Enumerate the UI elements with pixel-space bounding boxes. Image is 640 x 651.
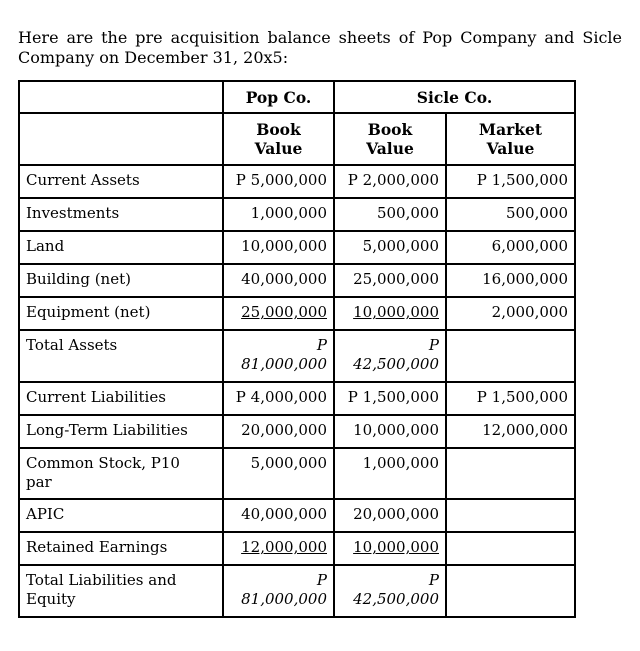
row-current-liabilities: Current Liabilities P 4,000,000 P 1,500,… [18, 381, 576, 416]
pop-book-value: 40,000,000 [222, 498, 335, 533]
corner-cell [18, 112, 224, 166]
row-current-assets: Current Assets P 5,000,000 P 2,000,000 P… [18, 164, 576, 199]
pop-book-value: P 4,000,000 [222, 381, 335, 416]
row-label: Investments [18, 197, 224, 232]
sicle-market-value [445, 498, 576, 533]
balance-sheet-table: Pop Co. Sicle Co. Book Value Book Value … [18, 80, 576, 618]
sicle-market-value: 500,000 [445, 197, 576, 232]
pop-book-value: P 5,000,000 [222, 164, 335, 199]
document-page: Here are the pre acquisition balance she… [18, 28, 622, 618]
intro-paragraph: Here are the pre acquisition balance she… [18, 28, 622, 68]
pop-book-value: 1,000,000 [222, 197, 335, 232]
row-label: Total Assets [18, 329, 224, 383]
sicle-book-value: 1,000,000 [333, 447, 447, 500]
pop-book-value: 12,000,000 [222, 531, 335, 566]
column-header-sicle-book-value: Book Value [333, 112, 447, 166]
pop-book-value: 25,000,000 [222, 296, 335, 331]
row-total-assets: Total Assets P 81,000,000 P 42,500,000 [18, 329, 576, 383]
sicle-book-value: 10,000,000 [333, 296, 447, 331]
row-equipment-net: Equipment (net) 25,000,000 10,000,000 2,… [18, 296, 576, 331]
sicle-market-value: 6,000,000 [445, 230, 576, 265]
pop-book-value: 10,000,000 [222, 230, 335, 265]
row-label: Retained Earnings [18, 531, 224, 566]
row-label: Current Liabilities [18, 381, 224, 416]
row-apic: APIC 40,000,000 20,000,000 [18, 498, 576, 533]
row-common-stock: Common Stock, P10 par 5,000,000 1,000,00… [18, 447, 576, 500]
group-header-pop: Pop Co. [222, 80, 335, 114]
company-header-row: Pop Co. Sicle Co. [18, 80, 576, 114]
pop-book-value: P 81,000,000 [222, 329, 335, 383]
row-long-term-liabilities: Long-Term Liabilities 20,000,000 10,000,… [18, 414, 576, 449]
pop-book-value: 5,000,000 [222, 447, 335, 500]
sicle-market-value [445, 329, 576, 383]
row-retained-earnings: Retained Earnings 12,000,000 10,000,000 [18, 531, 576, 566]
sicle-market-value: 2,000,000 [445, 296, 576, 331]
sicle-market-value: 12,000,000 [445, 414, 576, 449]
sicle-book-value: 25,000,000 [333, 263, 447, 298]
pop-book-value: 20,000,000 [222, 414, 335, 449]
row-land: Land 10,000,000 5,000,000 6,000,000 [18, 230, 576, 265]
row-label: Equipment (net) [18, 296, 224, 331]
sicle-book-value: 10,000,000 [333, 414, 447, 449]
pop-book-value: 40,000,000 [222, 263, 335, 298]
row-label: Building (net) [18, 263, 224, 298]
sicle-book-value: 20,000,000 [333, 498, 447, 533]
sicle-market-value: P 1,500,000 [445, 381, 576, 416]
row-label: Current Assets [18, 164, 224, 199]
sicle-market-value [445, 447, 576, 500]
intro-line-1: Here are the pre acquisition balance she… [18, 28, 622, 47]
sicle-market-value: P 1,500,000 [445, 164, 576, 199]
row-label: Land [18, 230, 224, 265]
intro-line-2: Company on December 31, 20x5: [18, 48, 289, 67]
sicle-book-value: 5,000,000 [333, 230, 447, 265]
corner-cell [18, 80, 224, 114]
sicle-market-value [445, 531, 576, 566]
sicle-book-value: P 1,500,000 [333, 381, 447, 416]
row-building-net: Building (net) 40,000,000 25,000,000 16,… [18, 263, 576, 298]
column-header-sicle-market-value: Market Value [445, 112, 576, 166]
row-label: Common Stock, P10 par [18, 447, 224, 500]
column-header-row: Book Value Book Value Market Value [18, 112, 576, 166]
row-label: Long-Term Liabilities [18, 414, 224, 449]
row-label: Total Liabilities and Equity [18, 564, 224, 618]
group-header-sicle: Sicle Co. [333, 80, 576, 114]
sicle-book-value: P 2,000,000 [333, 164, 447, 199]
sicle-book-value: 10,000,000 [333, 531, 447, 566]
row-label: APIC [18, 498, 224, 533]
pop-book-value: P 81,000,000 [222, 564, 335, 618]
row-total-liabilities-equity: Total Liabilities and Equity P 81,000,00… [18, 564, 576, 618]
sicle-market-value: 16,000,000 [445, 263, 576, 298]
row-investments: Investments 1,000,000 500,000 500,000 [18, 197, 576, 232]
column-header-pop-book-value: Book Value [222, 112, 335, 166]
sicle-book-value: P 42,500,000 [333, 329, 447, 383]
sicle-book-value: P 42,500,000 [333, 564, 447, 618]
sicle-book-value: 500,000 [333, 197, 447, 232]
sicle-market-value [445, 564, 576, 618]
